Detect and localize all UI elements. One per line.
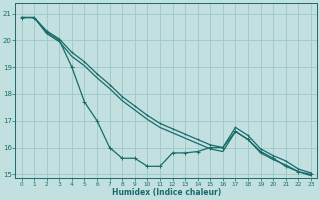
X-axis label: Humidex (Indice chaleur): Humidex (Indice chaleur) (112, 188, 221, 197)
